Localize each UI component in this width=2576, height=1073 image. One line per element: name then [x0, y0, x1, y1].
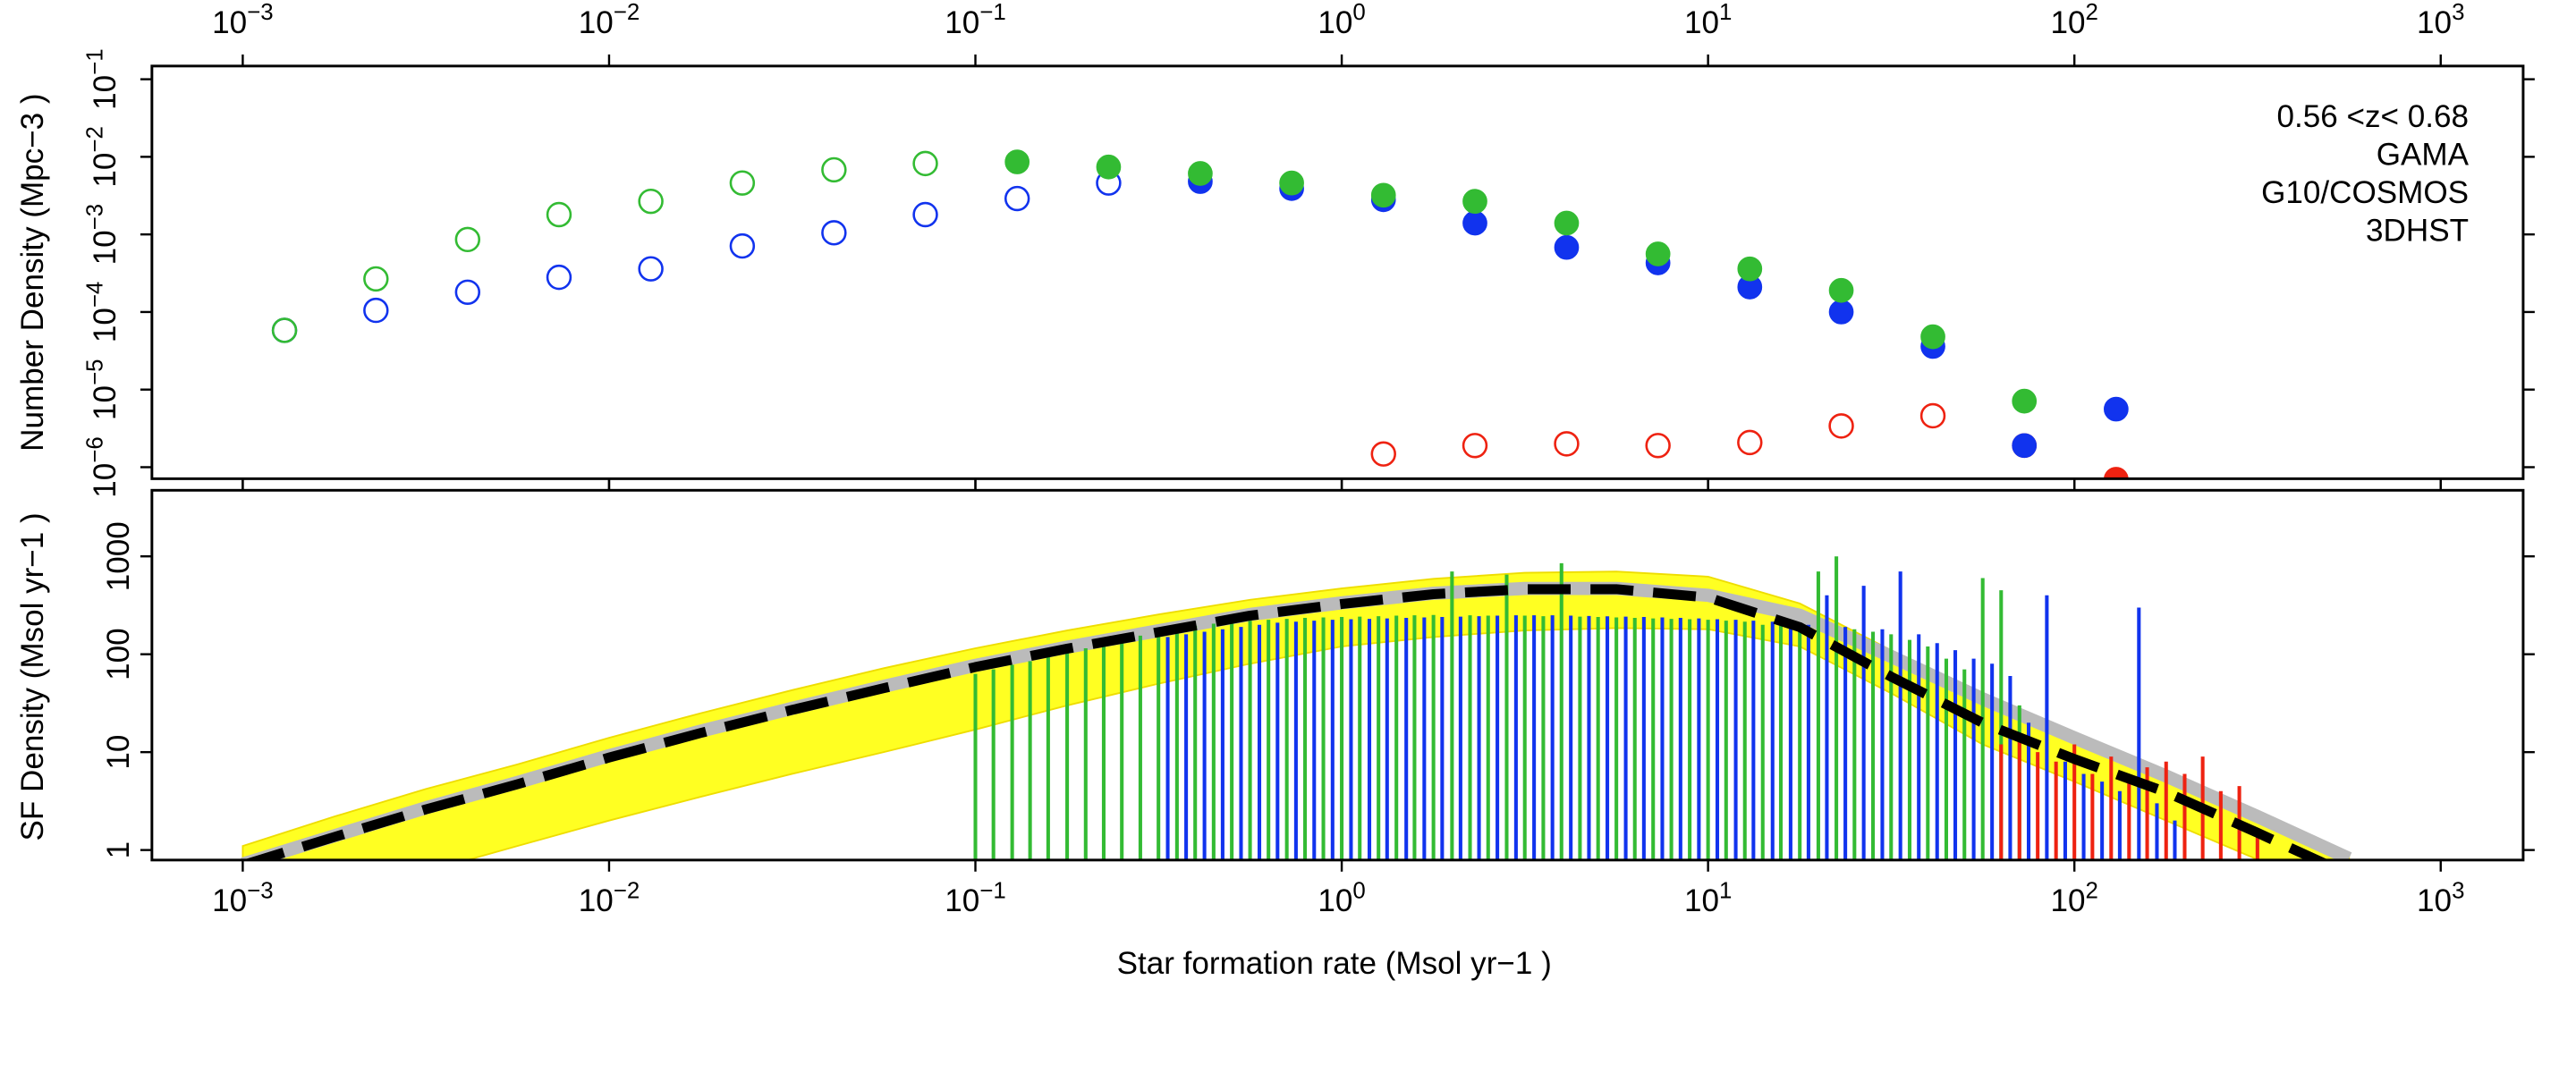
dashed-curve [242, 584, 2329, 860]
y-tick-label: 10−1 [82, 48, 123, 109]
data-point [1737, 256, 1763, 282]
x-tick-label: 101 [1684, 878, 1732, 918]
data-point [2012, 388, 2038, 414]
x-tick-label: 10−1 [945, 0, 1005, 40]
x-tick-label: 10−1 [945, 878, 1005, 918]
annotation: 0.56 <z< 0.68 [2277, 99, 2469, 134]
data-point [363, 297, 389, 324]
band [242, 570, 2351, 860]
data-point [729, 232, 756, 259]
x-tick-label: 101 [1684, 0, 1732, 40]
plot-area [241, 556, 2352, 860]
y-tick-label: 10−6 [82, 436, 123, 497]
data-point [1370, 182, 1396, 208]
data-point [1462, 210, 1487, 236]
data-point [1554, 234, 1580, 260]
y-tick-label: 10−3 [82, 204, 123, 265]
x-axis-title: Star formation rate (Msol yr−1 ) [1117, 946, 1552, 981]
x-tick-label: 102 [2050, 878, 2097, 918]
data-point [363, 266, 389, 292]
data-point [454, 226, 481, 253]
data-point [2012, 433, 2038, 459]
data-point [1188, 161, 1213, 186]
data-point [638, 188, 664, 215]
data-point [546, 264, 572, 291]
data-point [821, 220, 847, 246]
y-tick-label: 10 [101, 735, 136, 770]
legend-entry: 3DHST [2366, 214, 2469, 249]
data-point [454, 279, 481, 305]
data-point [546, 201, 572, 228]
y-tick-label: 10−2 [82, 126, 123, 187]
data-point [1004, 185, 1030, 212]
data-point [271, 317, 298, 343]
data-point [1554, 431, 1580, 457]
legend-entry: G10/COSMOS [2261, 175, 2469, 210]
y-tick-label: 100 [101, 628, 136, 680]
legend-entry: GAMA [2377, 138, 2470, 173]
y-tick-label: 1000 [101, 521, 136, 591]
y-tick-label: 10−5 [82, 359, 123, 419]
data-point [1370, 441, 1396, 467]
axes-frame [150, 488, 2525, 862]
data-point [1828, 413, 1854, 439]
x-tick-label: 10−3 [212, 0, 273, 40]
data-point [1645, 241, 1671, 266]
data-point [1462, 189, 1487, 215]
x-tick-label: 10−3 [212, 878, 273, 918]
y-tick-label: 10−4 [82, 282, 123, 342]
data-point [1004, 149, 1030, 174]
data-point [638, 256, 664, 282]
data-point [1279, 170, 1304, 196]
data-point [729, 170, 756, 196]
axes-frame [150, 64, 2525, 480]
x-tick-label: 102 [2050, 0, 2097, 40]
y-axis-title: Number Density (Mpc−3 ) [15, 93, 50, 451]
data-point [912, 201, 938, 228]
data-point [2104, 396, 2129, 422]
x-tick-label: 103 [2417, 878, 2464, 918]
y-tick-label: 1 [101, 841, 136, 859]
data-point [1828, 277, 1854, 303]
plot-area [271, 149, 2129, 479]
data-point [1737, 429, 1763, 456]
x-tick-label: 10−2 [579, 878, 640, 918]
data-point [1462, 433, 1488, 459]
x-tick-label: 10−2 [579, 0, 640, 40]
x-tick-label: 100 [1318, 0, 1365, 40]
data-point [1096, 154, 1122, 180]
y-axis-title: SF Density (Msol yr−1 ) [15, 512, 50, 841]
data-point [2104, 467, 2129, 479]
data-point [1920, 324, 1945, 350]
data-point [1554, 210, 1580, 236]
x-tick-label: 103 [2417, 0, 2464, 40]
data-point [1828, 300, 1854, 325]
data-point [1919, 402, 1946, 429]
data-point [1645, 433, 1671, 459]
data-point [821, 156, 847, 183]
x-tick-label: 100 [1318, 878, 1365, 918]
data-point [912, 150, 938, 177]
